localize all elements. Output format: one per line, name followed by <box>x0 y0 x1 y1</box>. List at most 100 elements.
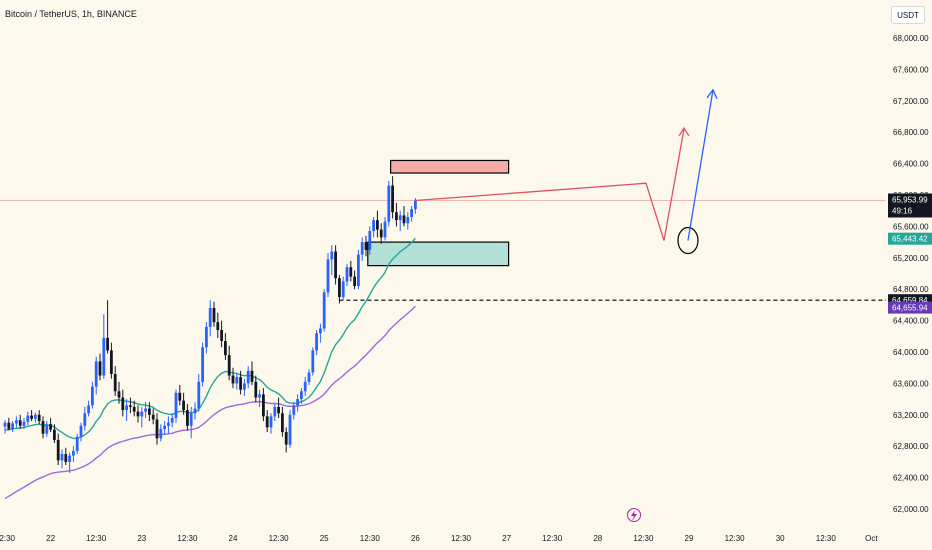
candle-body <box>148 408 151 415</box>
candle <box>254 375 258 403</box>
candle <box>395 202 398 227</box>
candle-body <box>155 419 159 439</box>
candle-body <box>87 405 90 414</box>
candle-body <box>174 392 178 418</box>
candle-body <box>79 425 83 437</box>
candle-body <box>376 220 379 230</box>
candle <box>197 373 201 412</box>
candle <box>345 264 349 287</box>
candle <box>284 427 288 453</box>
x-tick-label: 12:30 <box>451 534 472 543</box>
candle <box>262 388 265 422</box>
ema-slow-price-tag: 64,655.94 <box>892 304 928 313</box>
candle <box>379 223 383 244</box>
candle-body <box>212 308 216 323</box>
candle <box>364 235 368 257</box>
candle <box>235 373 239 390</box>
x-tick-label: 12:30 <box>86 534 107 543</box>
candle <box>30 410 33 422</box>
candle <box>186 403 189 431</box>
y-tick-label: 62,400.00 <box>893 474 929 483</box>
candle-body <box>45 424 49 434</box>
candle-body <box>64 454 68 462</box>
candle <box>326 253 330 298</box>
candle <box>18 414 22 429</box>
candle-body <box>284 432 288 445</box>
x-tick-label: 23 <box>137 534 146 543</box>
candle <box>391 176 394 219</box>
current-price-tag-bg <box>888 193 932 218</box>
candle-body <box>227 355 231 376</box>
candle <box>307 369 311 385</box>
y-tick-label: 62,000.00 <box>893 505 929 514</box>
candle <box>151 408 155 425</box>
candle-body <box>170 417 174 423</box>
x-tick-label: 26 <box>411 534 420 543</box>
candle <box>189 406 193 439</box>
candle-body <box>132 406 136 412</box>
candle-body <box>353 276 356 287</box>
candle <box>224 333 227 360</box>
candle-body <box>11 423 14 429</box>
candle-body <box>398 215 402 221</box>
x-tick-label: 12:30 <box>725 534 746 543</box>
candle <box>34 412 37 423</box>
candle-body <box>113 373 117 392</box>
red-arrowhead <box>678 126 690 137</box>
candle <box>402 205 406 227</box>
candle <box>414 198 417 214</box>
candle-body <box>239 377 242 390</box>
candle <box>144 402 147 418</box>
candle <box>41 416 45 439</box>
candle <box>383 216 387 241</box>
candle-body <box>53 429 56 440</box>
candle <box>296 394 299 412</box>
candle-body <box>265 416 269 428</box>
candle-body <box>368 231 372 250</box>
candle-body <box>273 406 277 417</box>
candle <box>174 389 178 423</box>
candle-body <box>281 413 284 433</box>
candle <box>117 381 121 404</box>
currency-unit-button[interactable]: USDT <box>891 6 925 24</box>
candle-body <box>193 408 197 414</box>
candle <box>75 433 79 455</box>
ema-slow-line <box>4 305 416 500</box>
level-price-tag: 64,659.84 <box>892 296 928 305</box>
candle <box>322 289 326 332</box>
ema-fast-price-tag: 65,443.42 <box>892 235 928 244</box>
candle <box>300 388 303 404</box>
x-tick-label: 29 <box>685 534 694 543</box>
candle <box>250 361 254 385</box>
candle <box>83 406 87 431</box>
candle-body <box>243 383 246 390</box>
candle-body <box>326 259 330 293</box>
candle <box>3 420 7 434</box>
candle <box>94 356 98 395</box>
candle-body <box>91 386 94 406</box>
candle <box>121 389 125 417</box>
x-tick-label: 12:30 <box>360 534 381 543</box>
candle <box>368 226 372 255</box>
y-tick-label: 62,800.00 <box>893 442 929 451</box>
candle <box>132 400 136 417</box>
candle <box>231 367 235 389</box>
candle <box>7 417 11 431</box>
candle-body <box>167 422 170 426</box>
y-tick-label: 64,000.00 <box>893 348 929 357</box>
candle <box>193 402 197 420</box>
candle-body <box>75 436 79 451</box>
candle <box>212 301 216 327</box>
y-tick-label: 64,400.00 <box>893 317 929 326</box>
candle <box>136 405 140 423</box>
candle-body <box>288 414 292 445</box>
candle <box>60 449 64 469</box>
candle-body <box>250 370 254 382</box>
candle <box>64 447 68 466</box>
candle <box>182 392 185 415</box>
countdown-tag: 49:16 <box>892 206 913 215</box>
candle-body <box>300 391 303 400</box>
candle-body <box>307 372 311 382</box>
candle <box>341 276 345 301</box>
